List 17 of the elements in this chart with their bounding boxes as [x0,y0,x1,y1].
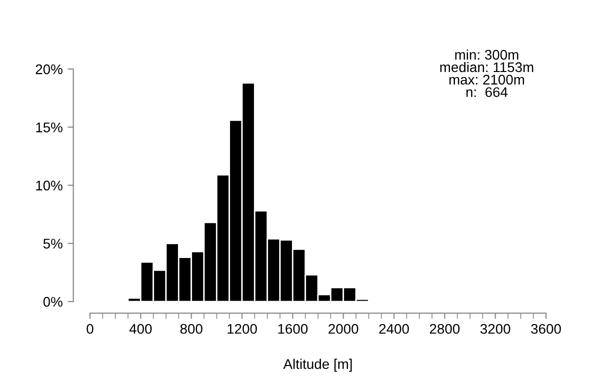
x-tick-label: 1600 [278,324,308,334]
x-tick-label: 2400 [379,324,409,334]
y-tick-label: 15% [36,122,62,132]
y-tick-label: 10% [36,180,62,190]
x-tick-label: 3200 [480,324,510,334]
x-tick-label: 400 [129,324,152,334]
x-tick-label: 800 [180,324,202,334]
y-tick-label: 5% [43,238,62,249]
x-tick-label: 2800 [430,324,460,334]
x-axis-title: Altitude [m] [283,358,352,372]
x-tick-label: 1200 [228,324,257,334]
annotation: min: 300m median: 1153m max: 2100m n: 664 [440,50,534,98]
y-tick-label: 0% [43,296,62,307]
x-tick-label: 3600 [531,324,561,334]
y-tick-label: 20% [36,64,62,74]
x-tick-label: 0 [86,324,94,334]
x-tick-label: 2000 [328,324,358,334]
